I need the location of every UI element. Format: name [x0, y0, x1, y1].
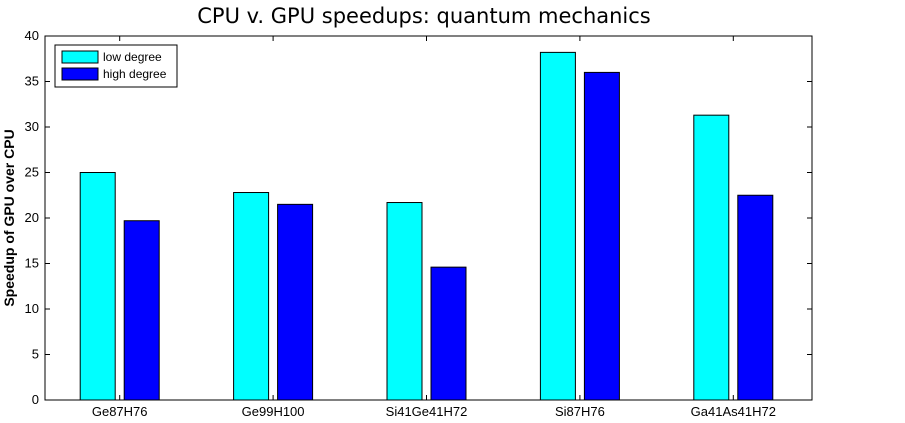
x-tick-label: Si41Ge41H72 — [386, 404, 468, 419]
bar-high-degree-ge99h100 — [277, 203, 314, 401]
bar-low-degree-ge87h76 — [79, 172, 116, 401]
bar-high-degree-ga41as41h72 — [737, 194, 774, 401]
y-tick-label: 0 — [32, 392, 39, 407]
bar-low-degree-si87h76 — [539, 51, 576, 401]
y-tick-label: 40 — [25, 28, 39, 43]
x-tick-label: Ge99H100 — [242, 404, 305, 419]
chart-title: CPU v. GPU speedups: quantum mechanics — [197, 4, 651, 28]
bar-high-degree-ge87h76 — [123, 220, 160, 401]
x-tick-label: Si87H76 — [555, 404, 605, 419]
plot-area: 0 5 10 15 20 25 30 35 40 Ge87H76 Ge99H100 Si41Ge41H… — [25, 28, 813, 419]
legend-swatch-1 — [61, 67, 99, 81]
x-tick-label: Ga41As41H72 — [691, 404, 776, 419]
legend-swatch-0 — [61, 50, 99, 64]
bar-high-degree-si87h76 — [583, 71, 620, 401]
bar-low-degree-si41ge41h72 — [386, 202, 423, 401]
legend-label-0: low degree — [103, 50, 162, 64]
y-tick-label: 5 — [32, 347, 39, 362]
y-tick-label: 10 — [25, 301, 39, 316]
y-tick-label: 20 — [25, 210, 39, 225]
legend: low degree high degree — [54, 44, 178, 88]
y-tick-label: 15 — [25, 256, 39, 271]
bar-high-degree-si41ge41h72 — [430, 266, 467, 401]
y-axis-label: Speedup of GPU over CPU — [1, 129, 17, 306]
bar-low-degree-ga41as41h72 — [693, 114, 730, 401]
y-tick-label: 35 — [25, 74, 39, 89]
bar-low-degree-ge99h100 — [233, 192, 270, 401]
y-tick-label: 30 — [25, 119, 39, 134]
legend-label-1: high degree — [103, 67, 167, 81]
y-tick-label: 25 — [25, 165, 39, 180]
x-tick-label: Ge87H76 — [92, 404, 148, 419]
